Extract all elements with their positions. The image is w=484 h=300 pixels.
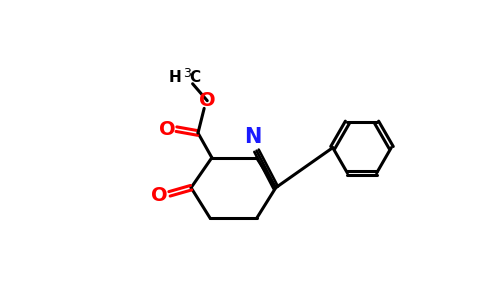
Text: O: O	[151, 186, 168, 205]
Text: O: O	[199, 91, 215, 110]
Text: C: C	[189, 70, 200, 85]
Text: H: H	[168, 70, 181, 85]
Text: O: O	[159, 120, 176, 139]
Text: 3: 3	[182, 67, 191, 80]
Text: N: N	[244, 127, 261, 147]
